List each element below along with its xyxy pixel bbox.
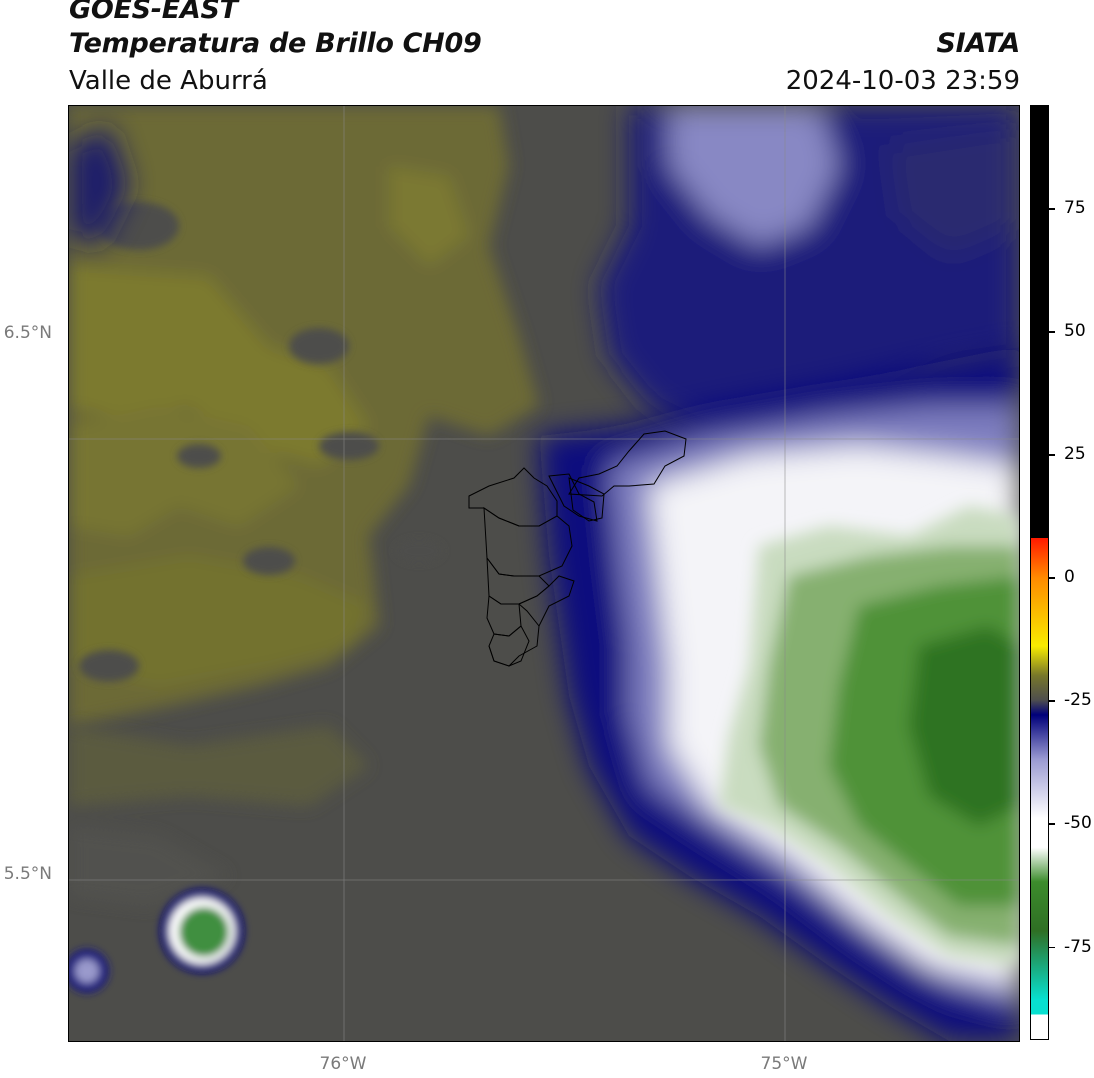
colorbar-tick-label: 75 (1064, 198, 1086, 219)
gridlines (69, 106, 1019, 1041)
region-label: Valle de Aburrá (69, 66, 268, 96)
satellite-map[interactable] (68, 105, 1020, 1042)
gray-patches (79, 202, 443, 682)
lat-tick-label: 5.5°N (3, 864, 52, 884)
lon-tick-label: 75°W (760, 1054, 808, 1074)
colorbar-tick-mark (1049, 700, 1055, 702)
colorbar-tick-mark (1049, 208, 1055, 210)
product-title: Temperatura de Brillo CH09 (69, 28, 482, 59)
lat-tick-label: 6.5°N (3, 323, 52, 343)
olive-region (69, 106, 539, 726)
colorbar-tick-label: -50 (1064, 813, 1092, 834)
temperature-colorbar (1030, 105, 1049, 1040)
map-canvas (69, 106, 1019, 1041)
colorbar-tick-label: -25 (1064, 690, 1092, 711)
colorbar-tick-label: 0 (1064, 567, 1075, 588)
colorbar-tick-mark (1049, 577, 1055, 579)
satellite-title: GOES-EAST (69, 0, 238, 25)
cloud-north (69, 106, 1019, 436)
colorbar-tick-label: 50 (1064, 321, 1086, 342)
colorbar-tick-label: -75 (1064, 936, 1092, 957)
municipal-boundaries (468, 430, 687, 667)
isolated-cell (160, 889, 244, 973)
cloud-core (719, 506, 1019, 966)
lon-tick-label: 76°W (319, 1054, 367, 1074)
colorbar-tick-label: 25 (1064, 444, 1086, 465)
brand-label: SIATA (936, 28, 1020, 59)
colorbar-tick-mark (1049, 331, 1055, 333)
datetime-label: 2024-10-03 23:59 (785, 66, 1020, 96)
colorbar-tick-mark (1049, 946, 1055, 948)
olive-south (69, 726, 369, 906)
colorbar-tick-mark (1049, 823, 1055, 825)
colorbar-tick-mark (1049, 454, 1055, 456)
